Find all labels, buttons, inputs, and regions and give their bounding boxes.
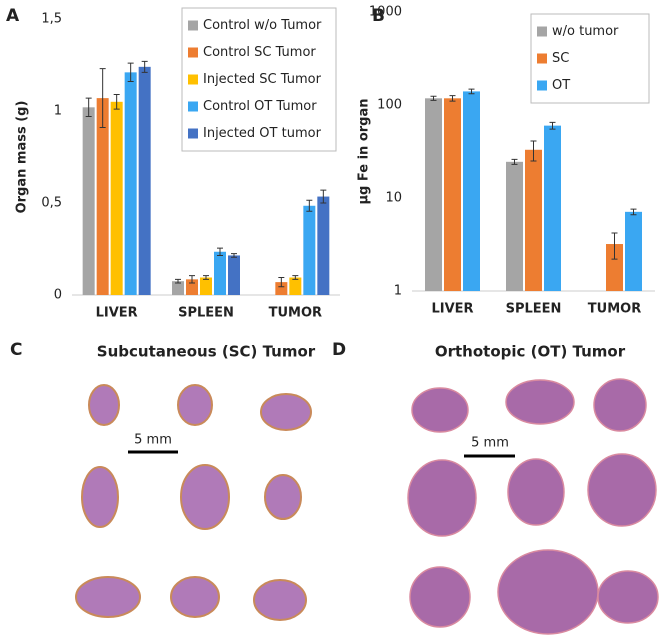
bar	[124, 72, 137, 295]
legend-label: Control SC Tumor	[203, 45, 316, 60]
legend-label: Injected SC Tumor	[203, 72, 322, 87]
x-tick-label: SPLEEN	[506, 302, 562, 317]
bar	[463, 91, 480, 291]
error-bar	[278, 277, 285, 288]
panel-label: C	[10, 340, 22, 360]
legend-swatch	[188, 20, 198, 31]
bar	[625, 211, 642, 291]
scale-bar-label: 5 mm	[471, 436, 509, 451]
x-tick-label: SPLEEN	[178, 306, 234, 321]
error-bar	[468, 88, 475, 95]
legend-label: w/o tumor	[552, 24, 619, 39]
bar	[525, 149, 542, 291]
bar	[275, 282, 288, 295]
bar	[82, 107, 95, 295]
error-bar	[292, 275, 299, 280]
tissue-sections	[407, 378, 659, 635]
error-bar	[549, 121, 556, 130]
legend-box	[181, 7, 337, 152]
y-axis-label: Organ mass (g)	[15, 101, 30, 214]
tissue-sections	[75, 384, 312, 621]
bar	[506, 161, 523, 291]
error-bar	[189, 275, 195, 284]
error-bar	[320, 189, 327, 204]
y-tick-label: 10	[385, 191, 402, 206]
panel-label: B	[372, 6, 385, 26]
y-tick-label: 1	[394, 284, 402, 299]
legend-label: Injected OT tumor	[203, 126, 322, 141]
error-bar	[511, 158, 518, 165]
error-bar	[203, 275, 209, 280]
bar	[317, 196, 330, 295]
legend-swatch	[537, 53, 547, 64]
error-bar	[231, 253, 237, 258]
y-tick-label: 1,5	[41, 12, 62, 27]
bar	[172, 281, 184, 295]
legend-box	[530, 13, 650, 104]
error-bar	[530, 140, 537, 162]
legend-label: SC	[552, 51, 569, 66]
image-title: Orthotopic (OT) Tumor	[435, 343, 626, 361]
error-bar	[217, 247, 223, 256]
bar	[606, 244, 623, 291]
legend-label: Control OT Tumor	[203, 99, 317, 114]
legend-label: OT	[552, 78, 570, 93]
bar	[138, 66, 151, 295]
legend-swatch	[188, 74, 198, 85]
error-bar	[630, 208, 637, 216]
panel-label: A	[6, 6, 20, 26]
y-tick-label: 1	[54, 104, 62, 119]
y-axis-label: µg Fe in organ	[357, 98, 372, 204]
y-tick-label: 1000	[369, 5, 402, 20]
x-tick-label: LIVER	[431, 302, 473, 317]
error-bar	[113, 93, 120, 110]
error-bar	[141, 60, 148, 73]
bar	[544, 125, 561, 292]
bar	[110, 101, 123, 295]
bar	[289, 277, 302, 295]
bar	[425, 98, 442, 291]
bar	[444, 98, 461, 291]
error-bar	[85, 97, 92, 118]
scale-bar-label: 5 mm	[134, 433, 172, 448]
legend-swatch	[537, 26, 547, 37]
legend-label: Control w/o Tumor	[203, 18, 322, 33]
x-tick-label: LIVER	[96, 306, 138, 321]
panel-label: D	[332, 340, 346, 360]
error-bar	[175, 278, 181, 284]
bar	[303, 205, 316, 295]
legend-swatch	[188, 128, 198, 139]
bar	[214, 251, 226, 295]
legend-swatch	[537, 80, 547, 91]
x-tick-label: TUMOR	[269, 306, 322, 321]
error-bar	[127, 62, 134, 83]
error-bar	[306, 199, 313, 212]
error-bar	[611, 232, 618, 260]
error-bar	[430, 95, 437, 101]
legend-swatch	[188, 47, 198, 58]
legend-swatch	[188, 101, 198, 112]
error-bar	[449, 95, 456, 102]
x-tick-label: TUMOR	[588, 302, 641, 317]
bar	[228, 255, 240, 295]
bar	[96, 98, 109, 296]
image-title: Subcutaneous (SC) Tumor	[97, 343, 316, 361]
error-bar	[99, 68, 106, 129]
y-tick-label: 0,5	[41, 196, 62, 211]
y-tick-label: 0	[54, 288, 62, 303]
bar	[200, 277, 212, 295]
y-tick-label: 100	[377, 98, 402, 113]
